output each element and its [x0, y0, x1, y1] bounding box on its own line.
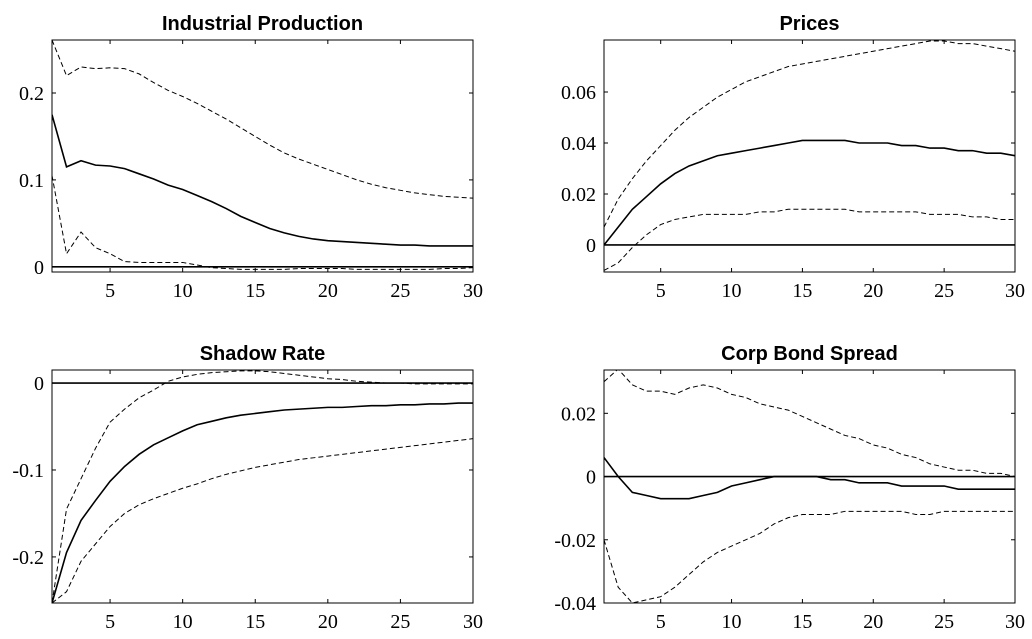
x-tick-label: 20 [318, 280, 338, 302]
x-tick-label: 5 [105, 280, 115, 302]
chart-title: Prices [779, 13, 839, 35]
y-tick-label: 0 [586, 235, 596, 257]
x-tick-label: 15 [245, 280, 265, 302]
x-tick-label: 25 [934, 280, 954, 302]
band-line [52, 438, 473, 603]
y-tick-label: 0.04 [561, 133, 596, 155]
y-tick-label: 0.02 [561, 403, 596, 425]
x-tick-label: 15 [792, 611, 812, 633]
x-tick-label: 30 [463, 280, 483, 302]
x-tick-label: 15 [245, 611, 265, 633]
x-tick-label: 20 [863, 611, 883, 633]
x-tick-label: 20 [863, 280, 883, 302]
x-tick-label: 30 [1005, 280, 1025, 302]
axes-box [51, 39, 474, 273]
band-line [52, 40, 473, 199]
x-tick-label: 25 [934, 611, 954, 633]
y-tick-label: 0.1 [19, 170, 44, 192]
chart-title: Industrial Production [162, 13, 363, 35]
chart-title: Shadow Rate [200, 343, 326, 365]
band-line [604, 40, 1015, 228]
x-tick-label: 15 [792, 280, 812, 302]
y-tick-label: 0.2 [19, 83, 44, 105]
axes-box [603, 369, 1016, 604]
band-line [604, 510, 1015, 603]
y-tick-label: 0 [34, 257, 44, 279]
y-tick-label: -0.04 [554, 593, 596, 615]
y-tick-label: 0 [34, 373, 44, 395]
band-line [52, 175, 473, 270]
x-tick-label: 30 [463, 611, 483, 633]
band-line [604, 370, 1015, 478]
x-tick-label: 20 [318, 611, 338, 633]
y-tick-label: 0.02 [561, 184, 596, 206]
axes-box [603, 39, 1016, 273]
y-tick-label: 0.06 [561, 82, 596, 104]
y-tick-label: -0.1 [12, 460, 44, 482]
x-tick-label: 5 [656, 611, 666, 633]
median-line [52, 402, 473, 603]
x-tick-label: 5 [105, 611, 115, 633]
x-tick-label: 25 [390, 611, 410, 633]
median-line [604, 139, 1015, 246]
x-tick-label: 10 [722, 611, 742, 633]
y-tick-label: -0.02 [554, 530, 596, 552]
band-line [604, 208, 1015, 271]
x-tick-label: 10 [722, 280, 742, 302]
median-line [52, 114, 473, 247]
band-line [52, 370, 473, 603]
y-tick-label: -0.2 [12, 547, 44, 569]
x-tick-label: 25 [390, 280, 410, 302]
chart-title: Corp Bond Spread [721, 343, 898, 365]
y-tick-label: 0 [586, 467, 596, 489]
x-tick-label: 10 [173, 280, 193, 302]
x-tick-label: 10 [173, 611, 193, 633]
axes-box [51, 369, 474, 604]
x-tick-label: 30 [1005, 611, 1025, 633]
median-line [604, 457, 1015, 500]
x-tick-label: 5 [656, 280, 666, 302]
